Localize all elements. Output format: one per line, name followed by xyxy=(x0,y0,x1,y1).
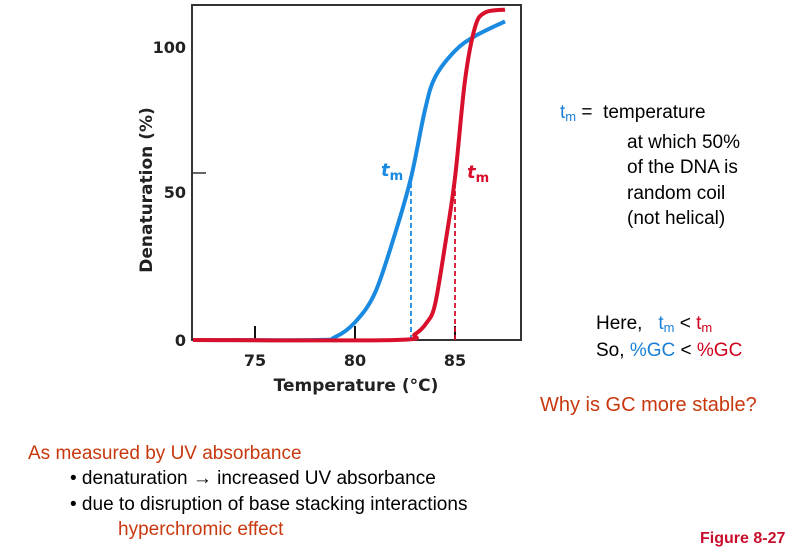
tm-definition: tm = temperature at which 50% of the DNA… xyxy=(560,102,741,229)
question: Why is GC more stable? xyxy=(540,394,757,416)
y-tick-label: 50 xyxy=(164,183,186,202)
series-line-blue xyxy=(192,19,506,343)
y-tick-label: 0 xyxy=(175,331,186,350)
x-tick-label: 80 xyxy=(344,351,366,370)
tm-comparison: Here, tm < tm So, %GC < %GC xyxy=(596,313,743,361)
y-tick-label: 100 xyxy=(153,38,186,57)
y-axis-label: Denaturation (%) xyxy=(137,107,157,273)
figure-label: Figure 8-27 xyxy=(700,530,786,547)
tm-label: tm xyxy=(467,162,489,186)
tm-label: tm xyxy=(381,160,403,184)
note-bullet: • denaturation → increased UV absorbance xyxy=(70,468,436,489)
effect-label: hyperchromic effect xyxy=(118,519,284,540)
note-bullet: • due to disruption of base stacking int… xyxy=(70,494,468,515)
x-tick-label: 75 xyxy=(244,351,266,370)
x-axis-label: Temperature (°C) xyxy=(274,376,439,396)
series-line-red xyxy=(192,7,506,343)
x-tick-label: 85 xyxy=(444,351,466,370)
notes-heading: As measured by UV absorbance xyxy=(28,443,302,464)
